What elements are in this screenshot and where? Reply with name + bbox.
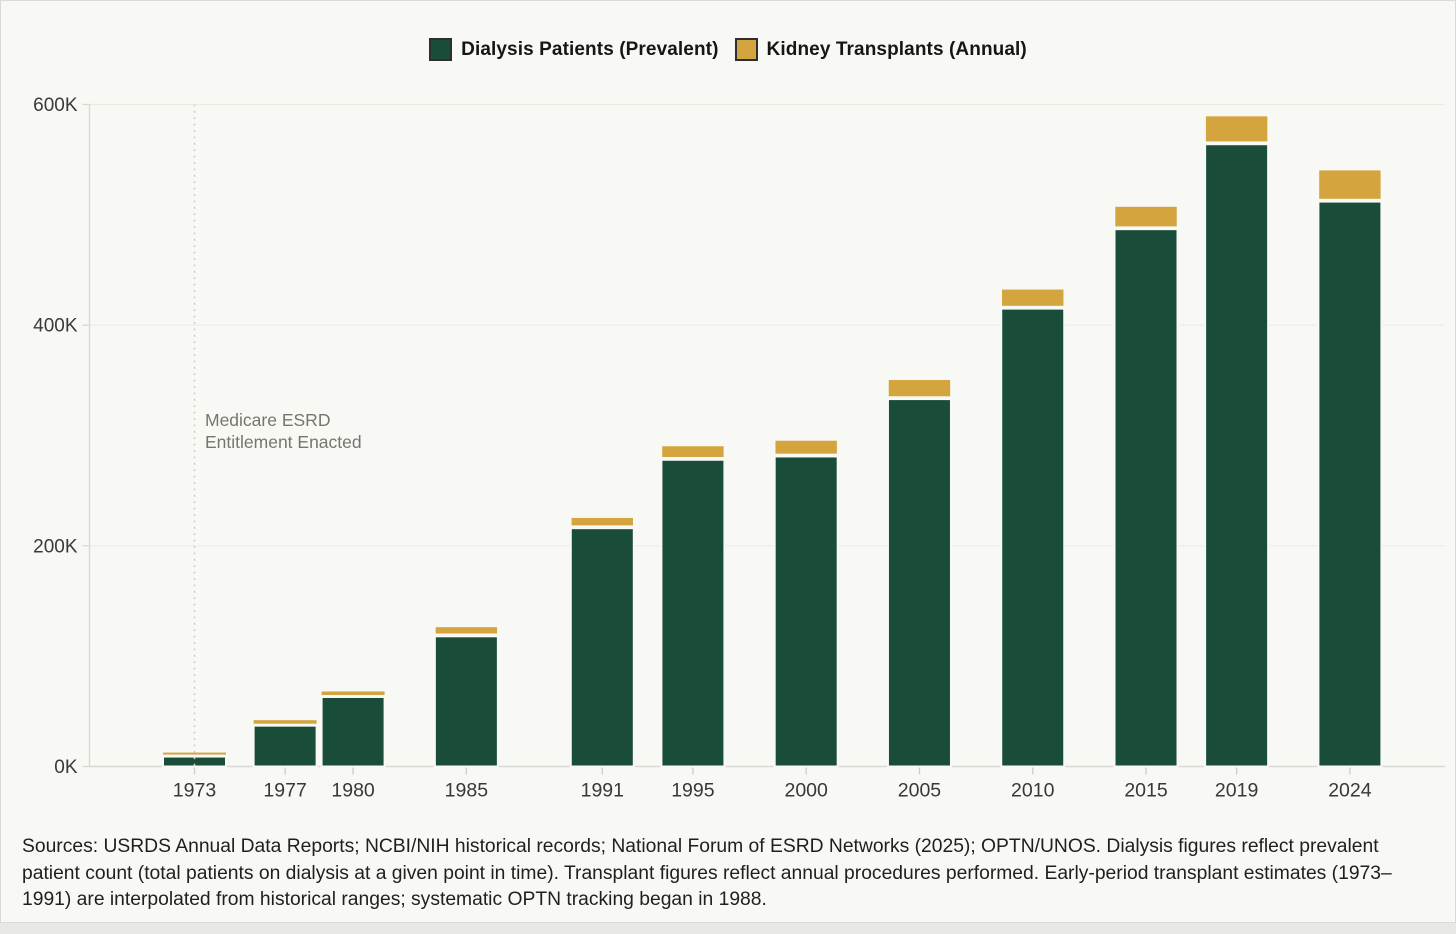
legend: Dialysis Patients (Prevalent) Kidney Tra…: [1, 38, 1455, 61]
bar-transplant-2005: [887, 378, 952, 398]
annotation-medicare-esrd: Medicare ESRD Entitlement Enacted: [205, 409, 362, 453]
y-tick-label: 0K: [54, 757, 78, 778]
bar-dialysis-1991: [569, 527, 635, 768]
x-tick-label: 2005: [898, 780, 942, 802]
bar-transplant-1985: [434, 625, 499, 636]
bar-transplant-1995: [660, 444, 726, 459]
x-tick-label: 1991: [581, 780, 624, 802]
x-tick-label: 1973: [173, 780, 216, 802]
bar-transplant-1980: [321, 691, 385, 695]
x-tick-label: 1995: [671, 780, 715, 802]
legend-item-dialysis: Dialysis Patients (Prevalent): [429, 38, 718, 61]
bar-dialysis-1973: [162, 755, 227, 768]
y-tick-label: 600K: [33, 95, 78, 116]
x-tick-label: 1985: [445, 780, 489, 802]
bar-dialysis-2000: [773, 455, 839, 768]
bar-transplant-1991: [569, 516, 635, 527]
x-tick-label: 1980: [331, 780, 375, 802]
legend-label-transplant: Kidney Transplants (Annual): [766, 38, 1027, 60]
bar-dialysis-2019: [1204, 143, 1270, 768]
y-tick-label: 200K: [33, 536, 78, 557]
bar-dialysis-2010: [1000, 307, 1066, 768]
bar-transplant-2024: [1317, 168, 1383, 201]
bar-dialysis-1995: [660, 458, 726, 768]
x-tick-label: 2024: [1328, 780, 1372, 802]
x-tick-label: 1977: [263, 780, 306, 802]
x-tick-label: 2000: [784, 780, 828, 802]
y-tick-label: 400K: [33, 316, 78, 337]
bar-dialysis-1980: [320, 695, 386, 768]
bar-transplant-2010: [1000, 287, 1066, 308]
annotation-line1: Medicare ESRD: [205, 410, 331, 430]
bar-dialysis-2024: [1317, 200, 1383, 768]
x-tick-label: 2010: [1011, 780, 1055, 802]
bar-transplant-1977: [253, 720, 317, 724]
legend-swatch-transplant-icon: [734, 38, 758, 61]
legend-label-dialysis: Dialysis Patients (Prevalent): [461, 38, 719, 60]
x-tick-label: 2015: [1124, 780, 1168, 802]
bar-transplant-2015: [1113, 205, 1179, 228]
x-tick-label: 2019: [1215, 780, 1258, 802]
source-note: Sources: USRDS Annual Data Reports; NCBI…: [22, 836, 1392, 911]
legend-swatch-dialysis-icon: [429, 38, 453, 61]
bar-dialysis-2005: [886, 398, 952, 768]
bar-transplant-2019: [1204, 114, 1269, 144]
bar-dialysis-2015: [1113, 228, 1179, 768]
bar-dialysis-1985: [433, 635, 499, 768]
legend-item-transplant: Kidney Transplants (Annual): [734, 38, 1027, 61]
annotation-line2: Entitlement Enacted: [205, 432, 362, 452]
bar-transplant-1973: [163, 752, 226, 755]
bar-transplant-2000: [773, 439, 839, 456]
bar-dialysis-1977: [252, 724, 318, 768]
